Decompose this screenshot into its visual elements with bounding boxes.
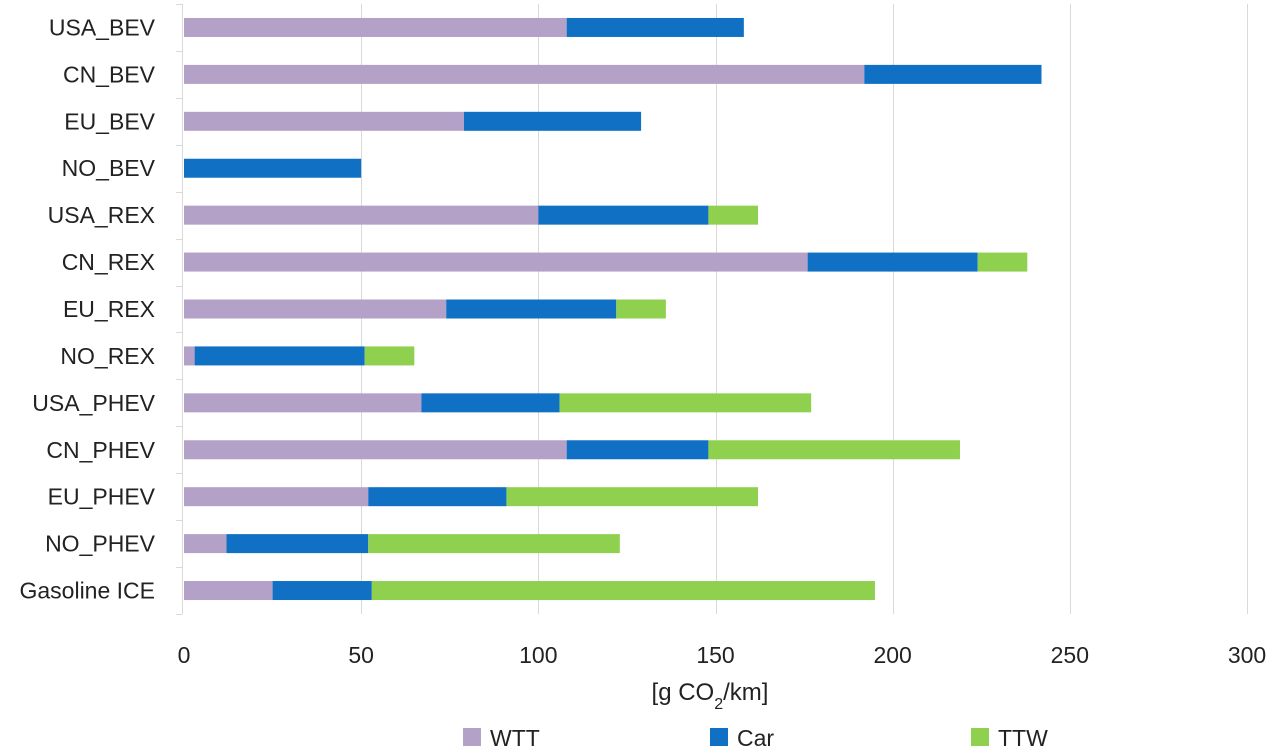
legend: WTT Car TTW [463,725,1048,751]
bar-car-usa-rex [538,205,709,225]
bar-car-usa-phev [421,393,560,413]
legend-swatch-wtt [463,728,481,746]
bar-wtt-eu-rex [184,299,447,319]
bar-car-usa-bev [566,17,744,37]
bar-car-cn-bev [864,64,1042,84]
bar-wtt-cn-bev [184,64,865,84]
x-tick-label: 250 [1051,642,1089,668]
bar-ttw-cn-phev [708,440,960,460]
bar-wtt-eu-bev [184,111,464,131]
x-tick-label: 150 [696,642,734,668]
bar-wtt-usa-phev [184,393,422,413]
bar-wtt-usa-bev [184,17,567,37]
bar-wtt-no-rex [184,346,195,366]
gridlines [176,4,1248,615]
bar-wtt-eu-phev [184,487,369,507]
bar-ttw-eu-rex [616,299,666,319]
bar-car-no-rex [194,346,365,366]
category-label: NO_PHEV [45,531,156,557]
category-label: EU_BEV [64,108,155,134]
category-label: CN_REX [62,249,155,275]
bars [184,17,1042,601]
category-label: CN_BEV [63,61,156,87]
bar-ttw-usa-phev [559,393,812,413]
bar-car-cn-rex [807,252,978,272]
category-label: CN_PHEV [46,437,155,463]
bar-car-no-bev [184,158,362,178]
x-tick-label: 200 [873,642,911,668]
category-label: Gasoline ICE [19,578,155,604]
x-tick-label: 100 [519,642,557,668]
bar-ttw-no-rex [364,346,415,366]
category-label: USA_BEV [49,14,156,40]
bar-ttw-gasoline-ice [371,581,875,601]
category-label: NO_REX [60,343,155,369]
bar-car-cn-phev [566,440,709,460]
x-tick-label: 300 [1228,642,1266,668]
category-label: USA_REX [48,202,155,228]
bar-wtt-usa-rex [184,205,539,225]
category-label: EU_PHEV [48,484,156,510]
legend-label-ttw: TTW [998,725,1048,751]
legend-swatch-ttw [971,728,989,746]
legend-label-wtt: WTT [490,725,540,751]
x-tick-labels: 0 50 100 150 200 250 300 [178,642,1267,668]
category-label: USA_PHEV [32,390,155,416]
bar-car-eu-phev [368,487,507,507]
bar-ttw-eu-phev [506,487,759,507]
bar-car-eu-rex [446,299,617,319]
category-label: NO_BEV [62,155,156,181]
bar-car-gasoline-ice [272,581,372,601]
bar-car-no-phev [226,534,369,554]
bar-wtt-gasoline-ice [184,581,273,601]
bar-wtt-cn-phev [184,440,567,460]
bar-ttw-no-phev [368,534,620,554]
bar-wtt-no-phev [184,534,227,554]
bar-ttw-usa-rex [708,205,759,225]
x-axis-title: [g CO2/km] [652,679,769,713]
bar-wtt-cn-rex [184,252,808,272]
legend-swatch-car [710,728,728,746]
x-tick-label: 50 [348,642,374,668]
bar-car-eu-bev [463,111,642,131]
x-tick-label: 0 [178,642,191,668]
category-label: EU_REX [63,296,155,322]
category-labels: USA_BEV CN_BEV EU_BEV NO_BEV USA_REX CN_REX EU… [19,14,155,603]
bar-ttw-cn-rex [977,252,1028,272]
legend-label-car: Car [737,725,774,751]
